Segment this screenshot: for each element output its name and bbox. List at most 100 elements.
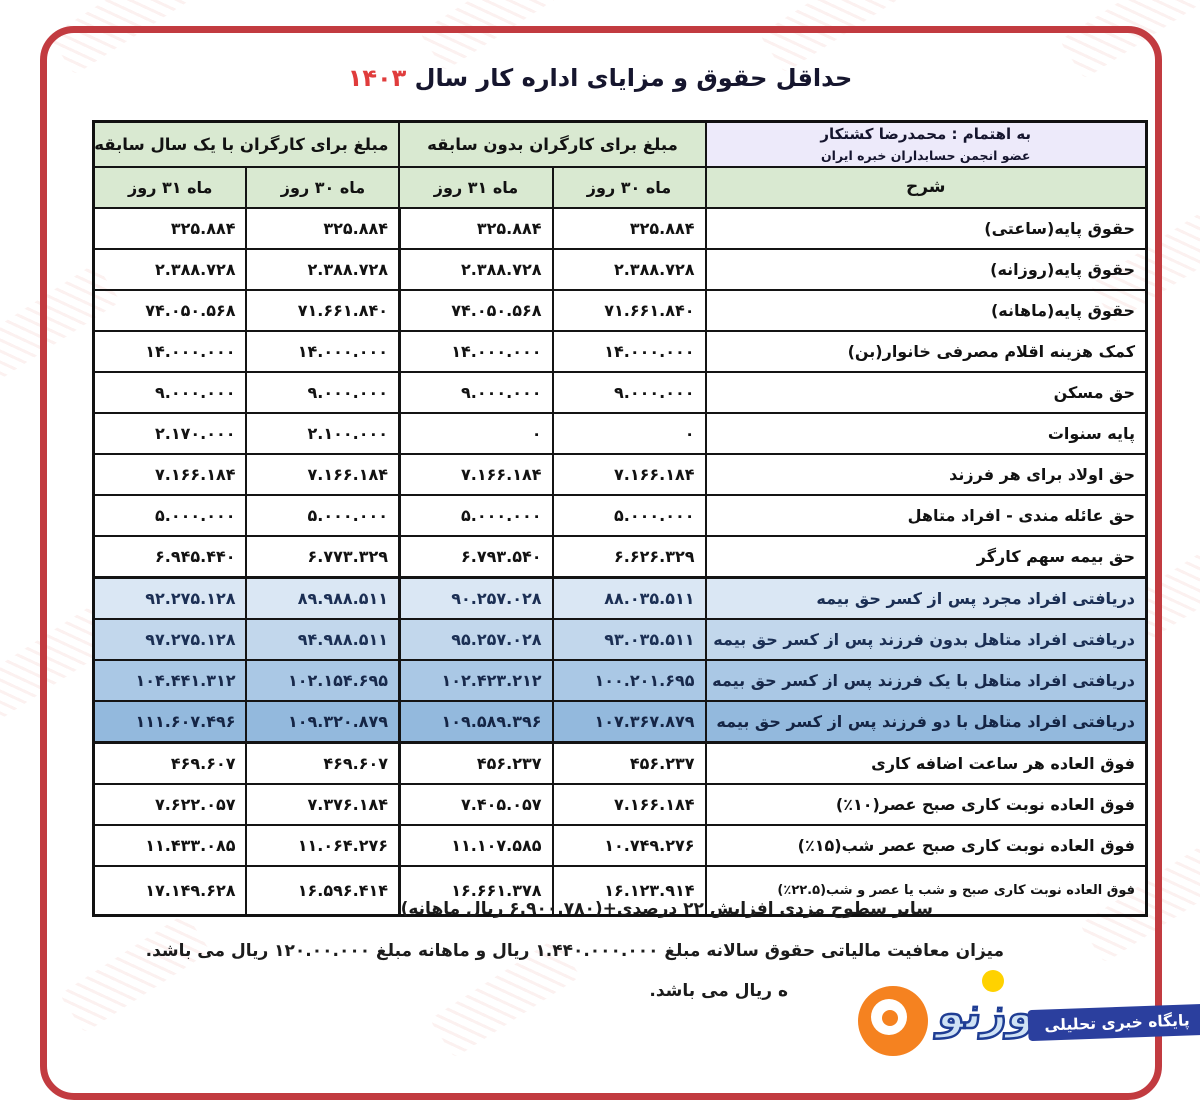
- value-month30-one-year: ۳۲۵.۸۸۴: [245, 206, 401, 250]
- month30-no-exp-header: ماه ۳۰ روز: [551, 165, 707, 209]
- attribution-cell: به اهتمام : محمدرضا کشتکار عضو انجمن حسا…: [704, 120, 1148, 168]
- value-month31-no-exp: ۹۵.۲۵۷.۰۲۸: [398, 617, 554, 661]
- table-row: حقوق پایه(ماهانه) ۷۱.۶۶۱.۸۴۰ ۷۴.۰۵۰.۵۶۸ …: [92, 288, 1148, 332]
- value-month30-one-year: ۹.۰۰۰.۰۰۰: [245, 370, 401, 414]
- value-month30-no-exp: ۵.۰۰۰.۰۰۰: [551, 493, 707, 537]
- group-header-one-year: مبلغ برای کارگران با یک سال سابقه: [92, 120, 401, 168]
- table-row: حقوق پایه(ساعتی) ۳۲۵.۸۸۴ ۳۲۵.۸۸۴ ۳۲۵.۸۸۴…: [92, 206, 1148, 250]
- value-month31-one-year: ۶.۹۴۵.۴۴۰: [92, 534, 248, 579]
- value-month30-one-year: ۱۴.۰۰۰.۰۰۰: [245, 329, 401, 373]
- value-month30-one-year: ۶.۷۷۳.۳۲۹: [245, 534, 401, 579]
- value-month31-one-year: ۹۲.۲۷۵.۱۲۸: [92, 575, 248, 620]
- value-month31-no-exp: ۰: [398, 411, 554, 455]
- value-month30-no-exp: ۴۵۶.۲۳۷: [551, 741, 707, 785]
- value-month31-no-exp: ۱۴.۰۰۰.۰۰۰: [398, 329, 554, 373]
- table-row: فوق العاده نوبت کاری صبح و شب یا عصر و ش…: [92, 864, 1148, 917]
- value-month31-no-exp: ۱۱.۱۰۷.۵۸۵: [398, 823, 554, 867]
- value-month30-one-year: ۷۱.۶۶۱.۸۴۰: [245, 288, 401, 332]
- value-month30-no-exp: ۱۰۷.۳۶۷.۸۷۹: [551, 699, 707, 744]
- value-month31-one-year: ۱۷.۱۴۹.۶۲۸: [92, 864, 248, 917]
- value-month31-no-exp: ۱۰۹.۵۸۹.۳۹۶: [398, 699, 554, 744]
- value-month31-one-year: ۱۴.۰۰۰.۰۰۰: [92, 329, 248, 373]
- value-month31-no-exp: ۴۵۶.۲۳۷: [398, 741, 554, 785]
- watermark: [759, 0, 911, 74]
- table-row: دریافتی افراد مجرد پس از کسر حق بیمه ۸۸.…: [92, 575, 1148, 620]
- value-month30-one-year: ۹۴.۹۸۸.۵۱۱: [245, 617, 401, 661]
- table-row: حق عائله مندی - افراد متاهل ۵.۰۰۰.۰۰۰ ۵.…: [92, 493, 1148, 537]
- row-description: حق اولاد برای هر فرزند: [704, 452, 1148, 496]
- value-month30-one-year: ۲.۱۰۰.۰۰۰: [245, 411, 401, 455]
- group-header-no-experience: مبلغ برای کارگران بدون سابقه: [398, 120, 707, 168]
- value-month31-one-year: ۴۶۹.۶۰۷: [92, 741, 248, 785]
- page-title-year: ۱۴۰۳: [347, 64, 407, 92]
- value-month30-one-year: ۸۹.۹۸۸.۵۱۱: [245, 575, 401, 620]
- row-description: دریافتی افراد متاهل با دو فرزند پس از کس…: [704, 699, 1148, 744]
- table-row: حق مسکن ۹.۰۰۰.۰۰۰ ۹.۰۰۰.۰۰۰ ۹.۰۰۰.۰۰۰ ۹.…: [92, 370, 1148, 414]
- row-description: فوق العاده نوبت کاری صبح عصر(۱۰٪): [704, 782, 1148, 826]
- logo-orange-circle-icon: [858, 986, 928, 1056]
- value-month31-one-year: ۷.۱۶۶.۱۸۴: [92, 452, 248, 496]
- value-month30-no-exp: ۷.۱۶۶.۱۸۴: [551, 452, 707, 496]
- row-description: حق عائله مندی - افراد متاهل: [704, 493, 1148, 537]
- table-row: حق اولاد برای هر فرزند ۷.۱۶۶.۱۸۴ ۷.۱۶۶.۱…: [92, 452, 1148, 496]
- value-month31-no-exp: ۶.۷۹۳.۵۴۰: [398, 534, 554, 579]
- row-description: حقوق پایه(ساعتی): [704, 206, 1148, 250]
- month31-one-year-header: ماه ۳۱ روز: [92, 165, 248, 209]
- value-month30-no-exp: ۰: [551, 411, 707, 455]
- value-month30-no-exp: ۸۸.۰۳۵.۵۱۱: [551, 575, 707, 620]
- value-month31-one-year: ۹.۰۰۰.۰۰۰: [92, 370, 248, 414]
- value-month30-no-exp: ۹.۰۰۰.۰۰۰: [551, 370, 707, 414]
- value-month31-no-exp: ۷.۱۶۶.۱۸۴: [398, 452, 554, 496]
- row-description: پایه سنوات: [704, 411, 1148, 455]
- value-month30-one-year: ۱۰۹.۳۲۰.۸۷۹: [245, 699, 401, 744]
- value-month30-one-year: ۴۶۹.۶۰۷: [245, 741, 401, 785]
- rooz-no-logo: روزنو پایگاه خبری تحلیلی: [855, 970, 1200, 1056]
- value-month31-no-exp: ۵.۰۰۰.۰۰۰: [398, 493, 554, 537]
- row-description: حق مسکن: [704, 370, 1148, 414]
- salary-table: به اهتمام : محمدرضا کشتکار عضو انجمن حسا…: [91, 120, 1148, 918]
- row-description: حقوق پایه(روزانه): [704, 247, 1148, 291]
- value-month30-one-year: ۱۰۲.۱۵۴.۶۹۵: [245, 658, 401, 702]
- value-month31-one-year: ۱۱.۴۳۳.۰۸۵: [92, 823, 248, 867]
- value-month30-one-year: ۲.۳۸۸.۷۲۸: [245, 247, 401, 291]
- row-description: دریافتی افراد متاهل با یک فرزند پس از کس…: [704, 658, 1148, 702]
- footnote-tax-exemption: میزان معافیت مالیاتی حقوق سالانه مبلغ ۱.…: [145, 941, 1004, 961]
- footnote-other-wage-levels: سایر سطوح مزدی افزایش ۲۲ درصدی+(۶.۹۰۰.۷۸…: [400, 899, 933, 919]
- value-month31-one-year: ۲.۱۷۰.۰۰۰: [92, 411, 248, 455]
- value-month30-no-exp: ۲.۳۸۸.۷۲۸: [551, 247, 707, 291]
- value-month31-one-year: ۲.۳۸۸.۷۲۸: [92, 247, 248, 291]
- table-row: کمک هزینه اقلام مصرفی خانوار(بن) ۱۴.۰۰۰.…: [92, 329, 1148, 373]
- table-row: دریافتی افراد متاهل با یک فرزند پس از کس…: [92, 658, 1148, 702]
- month30-one-year-header: ماه ۳۰ روز: [245, 165, 401, 209]
- value-month31-one-year: ۷.۶۲۲.۰۵۷: [92, 782, 248, 826]
- row-description: کمک هزینه اقلام مصرفی خانوار(بن): [704, 329, 1148, 373]
- value-month31-no-exp: ۹.۰۰۰.۰۰۰: [398, 370, 554, 414]
- value-month31-one-year: ۵.۰۰۰.۰۰۰: [92, 493, 248, 537]
- value-month30-no-exp: ۷۱.۶۶۱.۸۴۰: [551, 288, 707, 332]
- table-row: دریافتی افراد متاهل بدون فرزند پس از کسر…: [92, 617, 1148, 661]
- value-month30-no-exp: ۱۰۰.۲۰۱.۶۹۵: [551, 658, 707, 702]
- table-row: فوق العاده نوبت کاری صبح عصر(۱۰٪) ۷.۱۶۶.…: [92, 782, 1148, 826]
- value-month31-one-year: ۱۰۴.۴۴۱.۳۱۲: [92, 658, 248, 702]
- attribution-name: به اهتمام : محمدرضا کشتکار: [820, 125, 1032, 143]
- row-description: فوق العاده نوبت کاری صبح و شب یا عصر و ش…: [704, 864, 1148, 917]
- row-description: حق بیمه سهم کارگر: [704, 534, 1148, 579]
- value-month31-one-year: ۳۲۵.۸۸۴: [92, 206, 248, 250]
- header-row-groups: به اهتمام : محمدرضا کشتکار عضو انجمن حسا…: [92, 120, 1148, 168]
- table-row: فوق العاده نوبت کاری صبح عصر شب(۱۵٪) ۱۰.…: [92, 823, 1148, 867]
- page-title: حداقل حقوق و مزایای اداره کار سال ۱۴۰۳: [0, 64, 1200, 92]
- value-month30-no-exp: ۷.۱۶۶.۱۸۴: [551, 782, 707, 826]
- table-row: حق بیمه سهم کارگر ۶.۶۲۶.۳۲۹ ۶.۷۹۳.۵۴۰ ۶.…: [92, 534, 1148, 579]
- value-month30-no-exp: ۱۴.۰۰۰.۰۰۰: [551, 329, 707, 373]
- value-month31-one-year: ۷۴.۰۵۰.۵۶۸: [92, 288, 248, 332]
- logo-yellow-dot-icon: [982, 970, 1004, 992]
- value-month31-no-exp: ۷.۴۰۵.۰۵۷: [398, 782, 554, 826]
- table-row: فوق العاده هر ساعت اضافه کاری ۴۵۶.۲۳۷ ۴۵…: [92, 741, 1148, 785]
- footnote-rial-note: ه ریال می باشد.: [649, 981, 788, 1001]
- desc-column-header: شرح: [704, 165, 1148, 209]
- row-description: فوق العاده نوبت کاری صبح عصر شب(۱۵٪): [704, 823, 1148, 867]
- row-description: دریافتی افراد مجرد پس از کسر حق بیمه: [704, 575, 1148, 620]
- watermark: [419, 0, 571, 72]
- table-row: حقوق پایه(روزانه) ۲.۳۸۸.۷۲۸ ۲.۳۸۸.۷۲۸ ۲.…: [92, 247, 1148, 291]
